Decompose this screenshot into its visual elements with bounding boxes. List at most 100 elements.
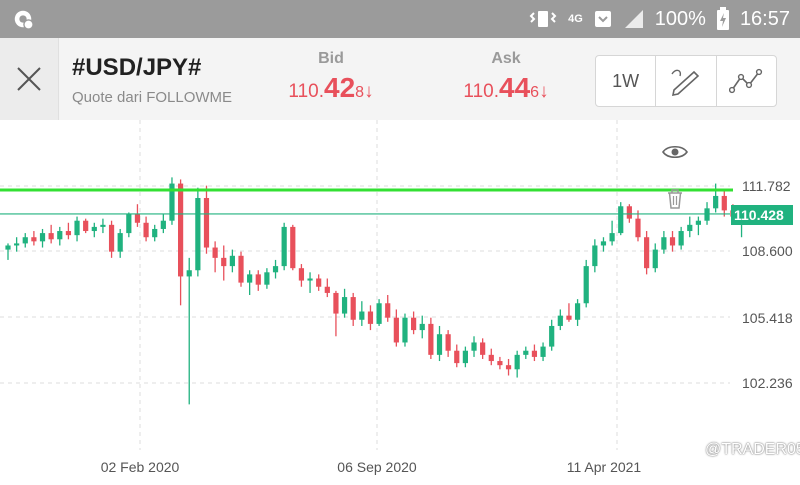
candle-body (419, 323, 425, 331)
candle-body (272, 266, 279, 273)
bid-price-small: 8 (355, 84, 365, 101)
ask-price: 110.446↓ (447, 72, 565, 104)
candle-body (5, 245, 11, 250)
candle-body (333, 292, 339, 314)
candle-body (100, 224, 106, 227)
pen-icon (671, 69, 700, 96)
bid-price: 110.428↓ (272, 72, 390, 104)
candle-body (178, 183, 184, 277)
candle-body (462, 350, 468, 364)
candle-body (48, 233, 54, 240)
candle-body (480, 342, 486, 355)
candle-body (618, 206, 624, 234)
chart-grid (0, 120, 730, 450)
ask-block: Ask 110.446↓ (447, 50, 565, 104)
candle-body (39, 233, 46, 242)
bid-down-arrow-icon: ↓ (364, 81, 374, 102)
eye-icon[interactable] (662, 145, 688, 159)
candle-body (678, 231, 684, 246)
candle-body (687, 224, 693, 232)
signal-icon (624, 10, 643, 28)
candle-body (713, 195, 719, 209)
candle-body (350, 297, 356, 320)
candle-body (212, 247, 218, 258)
candle-body (574, 303, 581, 320)
bid-price-big: 42 (324, 72, 356, 103)
candle-body (117, 233, 123, 252)
candle-body (65, 231, 72, 236)
quote-header: #USD/JPY# Quote dari FOLLOWME Bid 110.42… (0, 38, 800, 120)
timeframe-button[interactable]: 1W (596, 56, 657, 106)
drawing-tools-button[interactable] (656, 56, 717, 106)
candle-body (91, 226, 97, 232)
candle-body (324, 286, 330, 293)
candle-body (549, 325, 555, 347)
current-price-label: 110.428 (734, 207, 784, 223)
candle-body (471, 342, 477, 351)
candle-body (402, 317, 408, 343)
candle-body (238, 255, 244, 283)
candles-group (5, 177, 745, 405)
candle-body (540, 346, 546, 357)
network-type: 4G (568, 13, 583, 25)
candle-body (83, 220, 89, 232)
ask-price-big: 44 (499, 72, 531, 103)
candle-body (436, 334, 443, 355)
settings-notification-icon (14, 10, 34, 30)
candle-body (583, 266, 589, 304)
candle-body (367, 311, 374, 324)
candle-body (635, 218, 641, 238)
trash-icon[interactable] (668, 189, 682, 209)
candle-body (376, 303, 382, 324)
bid-price-main: 110. (288, 81, 324, 102)
candle-body (644, 237, 650, 269)
candle-body (531, 350, 538, 357)
y-tick-2: 105.418 (742, 310, 793, 326)
candle-body (290, 226, 296, 269)
candle-body (143, 222, 149, 238)
candle-body (264, 272, 270, 285)
quote-source: Quote dari FOLLOWME (72, 89, 233, 106)
candle-body (721, 195, 727, 211)
close-button[interactable] (0, 38, 59, 120)
candle-body (203, 198, 210, 248)
indicators-button[interactable] (717, 56, 776, 106)
candle-body (661, 237, 667, 250)
battery-percent: 100% (654, 7, 706, 30)
candle-body (609, 233, 615, 242)
candle-body (195, 198, 201, 271)
candle-body (126, 214, 132, 234)
ask-label: Ask (491, 50, 521, 67)
candle-body (298, 268, 305, 281)
candle-body (307, 278, 313, 281)
candle-body (281, 226, 287, 267)
price-chart[interactable]: 111.782 110.428 108.600 105.418 102.236 … (0, 120, 800, 480)
candle-body (669, 237, 676, 246)
y-tick-0: 111.782 (742, 178, 791, 194)
candle-body (57, 231, 63, 240)
candle-body (445, 334, 451, 351)
ask-price-main: 110. (463, 81, 499, 102)
candle-body (600, 241, 607, 246)
chat-bubble-icon (683, 443, 701, 456)
candle-body (341, 297, 348, 314)
candle-body (108, 224, 115, 252)
y-tick-1: 108.600 (742, 243, 793, 259)
x-tick-1: 06 Sep 2020 (337, 459, 417, 475)
candle-body (505, 365, 512, 370)
candle-body (247, 274, 253, 283)
candlestick-chart[interactable]: 111.782 110.428 108.600 105.418 102.236 … (0, 120, 800, 480)
candle-body (385, 303, 391, 318)
candle-body (557, 315, 563, 326)
candle-body (229, 255, 235, 267)
candle-body (14, 243, 20, 246)
candle-body (626, 206, 632, 219)
candle-body (488, 354, 494, 362)
candle-body (74, 220, 80, 236)
symbol-title: #USD/JPY# (72, 54, 202, 81)
candle-body (566, 315, 572, 320)
candle-body (428, 323, 434, 355)
close-icon (17, 67, 41, 91)
message-icon (594, 11, 611, 27)
line-chart-icon (729, 68, 763, 94)
